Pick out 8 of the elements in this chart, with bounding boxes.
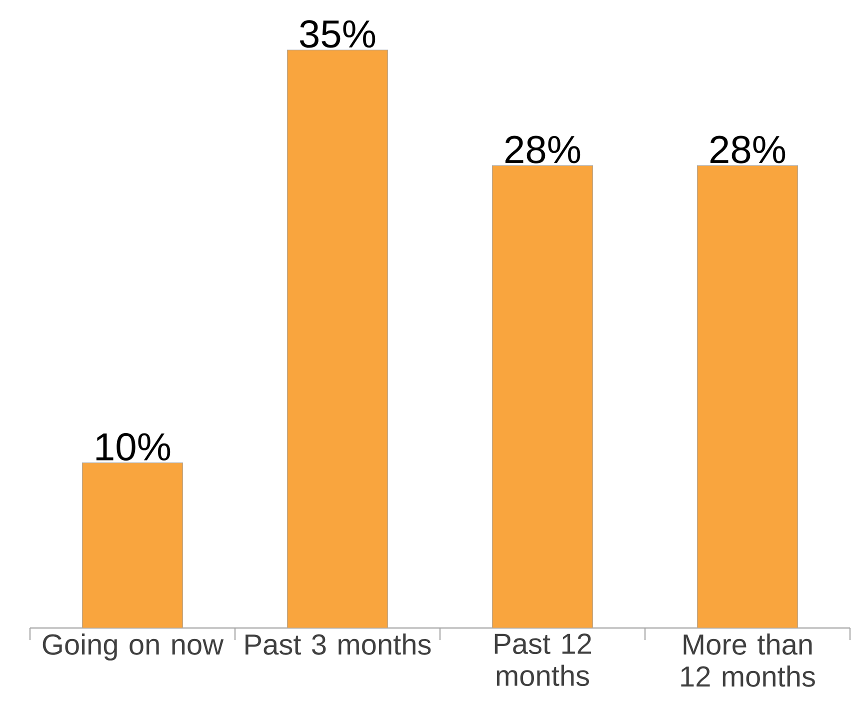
- x-tick-label: Going on now: [42, 634, 224, 661]
- data-label: 10%: [96, 433, 170, 461]
- x-tick-label: Past 3 months: [246, 634, 431, 655]
- data-label: 35%: [300, 20, 376, 48]
- x-tick-label: Past 12 months: [494, 634, 592, 686]
- x-tick-label: More than 12 months: [681, 634, 815, 687]
- data-label: 28%: [505, 136, 580, 164]
- data-label: 28%: [710, 136, 786, 164]
